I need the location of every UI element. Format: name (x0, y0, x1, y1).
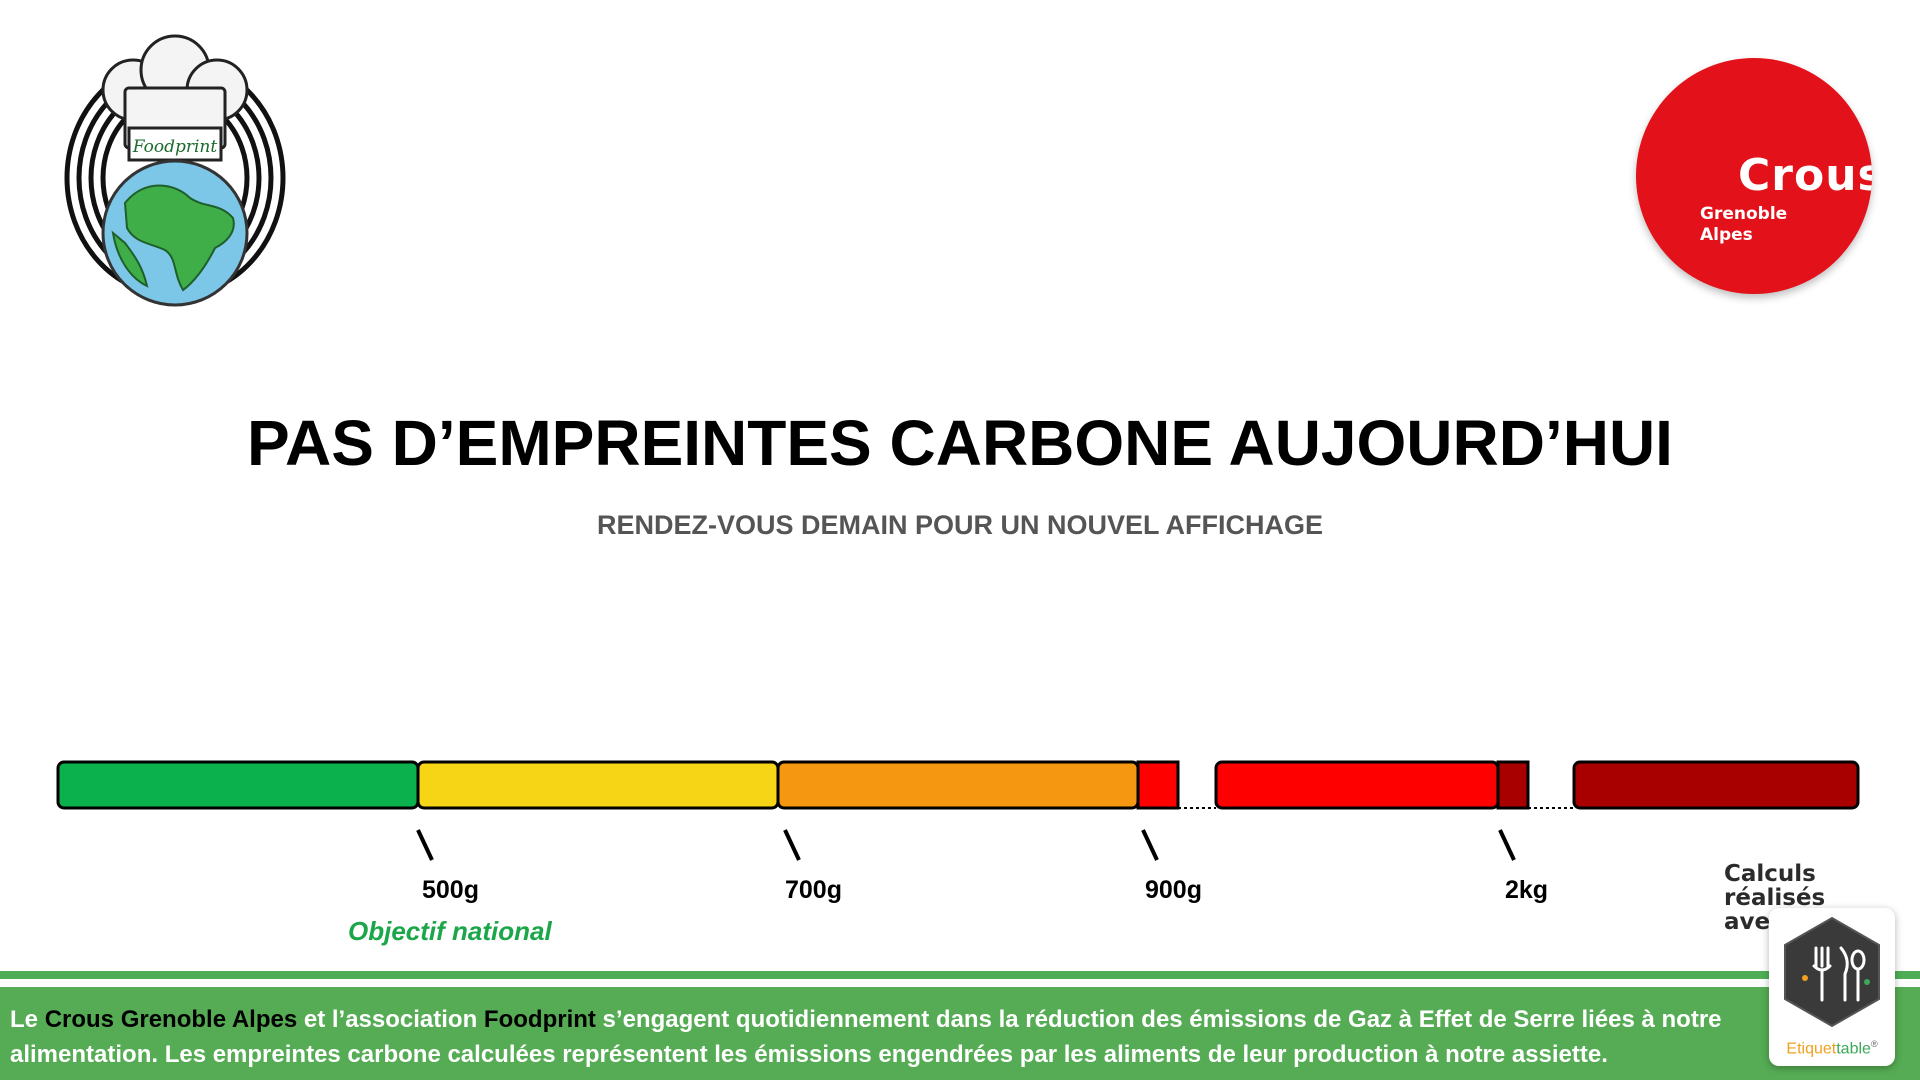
scale-segment-darkred (1572, 760, 1860, 810)
calc-credit-line1: Calculs réalisés (1724, 861, 1826, 911)
scale-segment-green (56, 760, 420, 810)
foodprint-logo-text: Foodprint (132, 137, 218, 157)
page-subtitle: RENDEZ-VOUS DEMAIN POUR UN NOUVEL AFFICH… (596, 510, 1324, 540)
etiquettable-brand-part2: table (1836, 1040, 1871, 1058)
etiquettable-logo (1769, 908, 1895, 1066)
tick-label-700g: 700g (785, 876, 842, 904)
tick-label-2kg: 2kg (1505, 876, 1549, 904)
scale-segment-orange (776, 760, 1140, 810)
foodprint-logo: Foodprint (55, 28, 295, 313)
scale-segment-yellow (416, 760, 780, 810)
footer-text-part: et l’association (297, 1006, 484, 1033)
scale-ticks (416, 829, 1516, 861)
footer-divider (0, 971, 1920, 979)
tick-label-900g: 900g (1145, 876, 1202, 904)
crous-logo-word: Crous (1738, 150, 1872, 201)
tick-900g (1141, 829, 1159, 861)
etiquettable-brand: Etiquettable® (1774, 1039, 1890, 1058)
footer-text: Le Crous Grenoble Alpes et l’association… (10, 1002, 1750, 1072)
tick-700g (783, 829, 801, 861)
footer-text-part: s’engagent quotidiennement dans la réduc… (10, 1006, 1722, 1068)
footer-crous-highlight: Crous Grenoble Alpes (44, 1006, 298, 1033)
etiquettable-brand-mark: ® (1870, 1039, 1878, 1049)
calc-credit: Calculs réalisés avec (1724, 862, 1920, 934)
scale-segment-darkred-start (1496, 760, 1530, 810)
cutlery-icon (1784, 916, 1880, 1028)
carbon-scale-bar (56, 760, 1860, 810)
scale-segment-red (1214, 760, 1500, 810)
footer-text-part: Le (10, 1006, 45, 1033)
crous-logo: Crous Grenoble Alpes (1636, 58, 1872, 294)
crous-logo-city-line1: Grenoble (1700, 204, 1788, 224)
tick-500g (416, 829, 434, 861)
footer-foodprint-highlight: Foodprint (483, 1006, 596, 1033)
page-title: PAS D’EMPREINTES CARBONE AUJOURD’HUI (247, 407, 1673, 479)
objective-label: Objectif national (348, 916, 552, 946)
tick-2kg (1498, 829, 1516, 861)
crous-logo-city-line2: Alpes (1700, 225, 1753, 245)
crous-logo-city: Grenoble Alpes (1700, 204, 1787, 246)
tick-label-500g: 500g (422, 876, 479, 904)
etiquettable-brand-part1: Etiquet (1786, 1040, 1837, 1058)
scale-segment-red-start (1136, 760, 1180, 810)
footer-banner (0, 987, 1920, 1080)
